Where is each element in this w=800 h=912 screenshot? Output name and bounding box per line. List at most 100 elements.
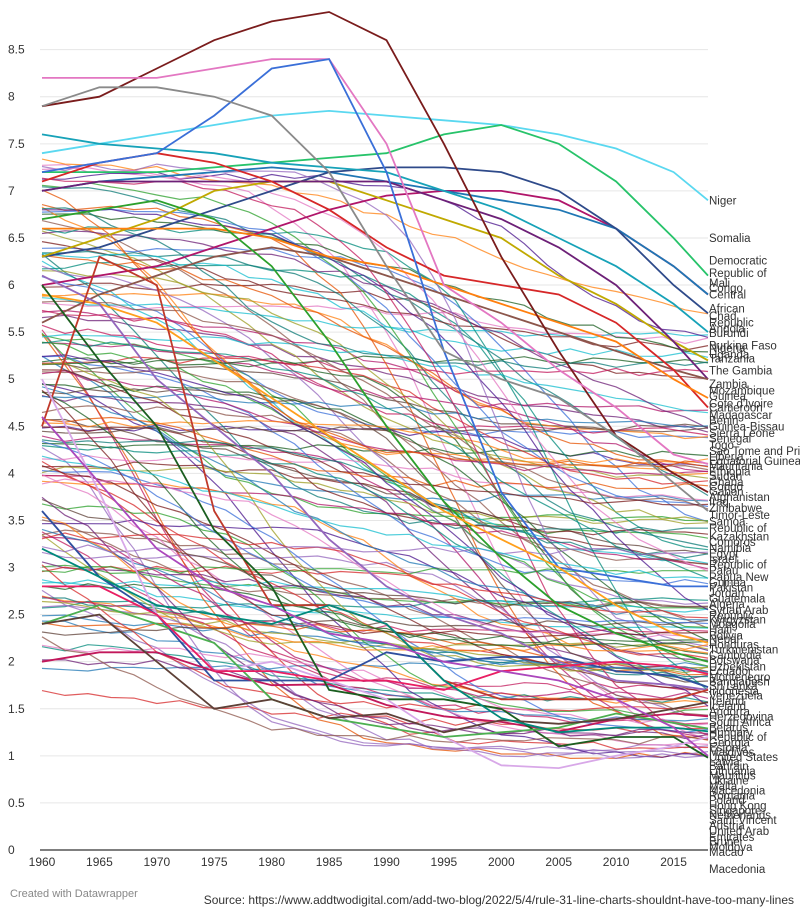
background-country-line — [41, 503, 709, 716]
background-country-line — [41, 426, 709, 536]
end-label: Guinea — [709, 391, 747, 403]
end-label: Emirates — [709, 832, 755, 844]
background-country-line — [41, 369, 709, 506]
end-label: Haiti — [709, 625, 732, 637]
end-label: Maldives — [709, 747, 755, 759]
end-label: Ghana — [709, 477, 744, 489]
background-country-line — [41, 333, 709, 760]
background-country-line — [41, 455, 709, 579]
y-tick-label: 6.5 — [8, 231, 25, 245]
end-label: Montenegro — [709, 672, 770, 684]
background-country-line — [41, 498, 709, 610]
end-label: Honduras — [709, 640, 759, 652]
line-chart: 0 0.5 1 1.5 2 2.5 3 3.5 4 4.5 5 5.5 6 6.5 7 7.5 8 8.5 1960… — [8, 11, 800, 876]
end-label: Republic — [709, 318, 754, 330]
end-label: Namibia — [709, 543, 752, 555]
end-label: Nepal — [709, 634, 739, 646]
x-tick-label: 1975 — [201, 855, 228, 869]
background-country-line — [41, 531, 709, 725]
end-label: Venezuela — [709, 691, 763, 703]
end-label: Palau — [709, 565, 738, 577]
background-country-line — [41, 447, 709, 752]
background-country-line — [41, 206, 709, 465]
end-label: The Gambia — [709, 366, 773, 378]
background-country-line — [41, 466, 709, 525]
series-line — [41, 274, 709, 691]
end-label: Macedonia — [709, 786, 766, 798]
end-label: Lithuania — [709, 766, 756, 778]
end-label: Chad — [709, 311, 737, 323]
series-line — [41, 199, 709, 663]
end-label: Guinea — [709, 578, 747, 590]
end-label: Republic of — [709, 523, 767, 535]
series-line — [41, 109, 709, 201]
x-tick-label: 1960 — [29, 855, 56, 869]
background-country-line — [41, 158, 709, 315]
end-label: Central — [709, 289, 746, 301]
end-label: Sierra Leone — [709, 428, 775, 440]
background-country-line — [41, 329, 709, 691]
background-country-line — [41, 604, 709, 759]
series-line — [41, 11, 709, 493]
end-label: Uganda — [709, 350, 750, 362]
background-country-line — [41, 386, 709, 621]
end-label: Mali — [709, 278, 730, 290]
end-label: Syrian Arab — [709, 605, 768, 617]
end-label: Zambia — [709, 379, 748, 391]
axes: 0 0.5 1 1.5 2 2.5 3 3.5 4 4.5 5 5.5 6 6.5 7 7.5 8 8.5 1960… — [8, 43, 708, 869]
background-country-line — [41, 659, 709, 740]
series-line — [41, 246, 709, 381]
background-country-line — [41, 474, 709, 570]
end-label: Romania — [709, 790, 756, 802]
background-country-line — [41, 618, 709, 636]
end-label: Hong Kong — [709, 801, 767, 813]
y-tick-label: 7.5 — [8, 137, 25, 151]
background-country-line — [41, 314, 709, 433]
background-country-line — [41, 418, 709, 555]
source-link[interactable]: Source: https://www.addtwodigital.com/ad… — [203, 893, 794, 907]
background-country-line — [41, 163, 709, 648]
end-label: Somalia — [709, 233, 751, 245]
background-country-line — [41, 389, 709, 639]
x-tick-label: 1965 — [86, 855, 113, 869]
end-label: Kyrgyzstan — [709, 614, 766, 626]
series-lines — [41, 11, 709, 770]
end-label: Mongolia — [709, 619, 756, 631]
end-label: United States — [709, 752, 778, 764]
series-line — [41, 604, 709, 738]
background-country-line — [41, 440, 709, 625]
end-label: Netherlands — [709, 810, 771, 822]
y-tick-label: 1.5 — [8, 702, 25, 716]
end-label: Ukraine — [709, 775, 749, 787]
end-label: Moldova — [709, 842, 753, 854]
y-tick-label: 7 — [8, 184, 15, 198]
series-line — [41, 547, 709, 734]
end-label: Comoros — [709, 537, 756, 549]
series-line — [42, 58, 709, 465]
end-label: Poland — [709, 795, 745, 807]
series-line — [41, 416, 709, 757]
end-label: Niger — [709, 195, 737, 207]
end-label: Andorra — [709, 707, 751, 719]
series-line — [41, 180, 709, 362]
background-country-line — [41, 182, 709, 667]
background-country-line — [41, 442, 709, 458]
end-label: South Africa — [709, 717, 772, 729]
background-country-line — [41, 564, 709, 610]
end-label: Bangladesh — [709, 676, 770, 688]
end-label: Sudan — [709, 471, 742, 483]
end-label: Singapore — [709, 805, 761, 817]
end-label: Malta — [709, 781, 738, 793]
x-tick-label: 1985 — [316, 855, 343, 869]
background-country-line — [41, 246, 709, 523]
end-label: Sri Lanka — [709, 681, 758, 693]
background-country-line — [41, 324, 709, 377]
end-label: Republic of — [709, 268, 767, 280]
background-country-line — [41, 300, 709, 510]
background-country-line — [41, 230, 709, 429]
background-country-line — [41, 445, 709, 688]
background-country-line — [41, 565, 709, 575]
y-tick-label: 4 — [8, 466, 15, 480]
background-country-line — [41, 341, 709, 628]
